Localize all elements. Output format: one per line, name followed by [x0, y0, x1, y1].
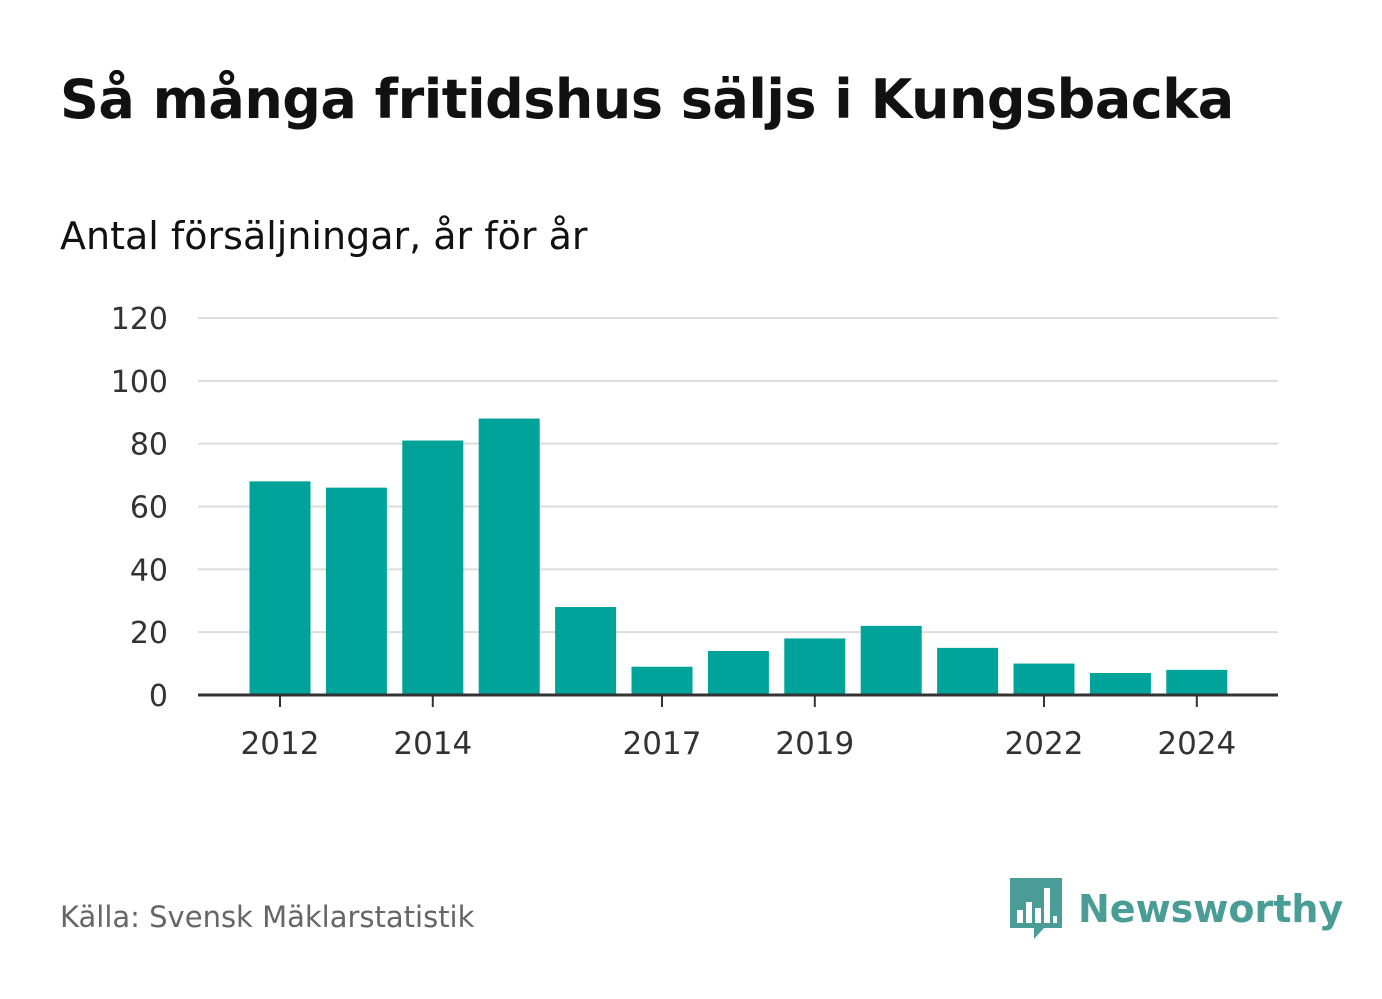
axes: 0 20 40 60 80 100 120 2012 2014 2017 2019 2022 2024	[111, 302, 1278, 762]
x-tick-label: 2014	[393, 726, 472, 762]
y-tick-label: 40	[130, 553, 168, 588]
source-note: Källa: Svensk Mäklarstatistik	[60, 900, 475, 934]
y-tick-label: 80	[130, 428, 168, 463]
y-tick-label: 20	[130, 616, 168, 651]
chart-title: Så många fritidshus säljs i Kungsbacka	[60, 68, 1234, 131]
bar-2013	[325, 487, 387, 695]
x-tick-label: 2012	[241, 726, 320, 762]
y-tick-label: 60	[130, 491, 168, 526]
x-tick-label: 2019	[775, 726, 854, 762]
bar-2019	[784, 638, 846, 695]
brand-name: Newsworthy	[1078, 887, 1344, 931]
bar-2016	[555, 607, 617, 695]
y-tick-label: 0	[149, 679, 168, 714]
y-tick-label: 100	[111, 365, 168, 400]
x-tick-label: 2022	[1005, 726, 1084, 762]
bar-2023	[1089, 673, 1151, 695]
bar-2012	[249, 481, 311, 695]
y-tick-label: 120	[111, 302, 168, 337]
brand-logo: Newsworthy	[1010, 878, 1343, 940]
bar-2022	[1013, 663, 1075, 695]
chart-subtitle: Antal försäljningar, år för år	[60, 214, 588, 258]
bar-2024	[1166, 669, 1228, 695]
bar-2018	[707, 651, 769, 695]
bar-2020	[860, 625, 922, 695]
bar-2015	[478, 418, 540, 695]
x-tick-label: 2024	[1157, 726, 1236, 762]
newsworthy-logo-icon	[1010, 878, 1062, 939]
bar-2014	[402, 440, 464, 695]
bar-2021	[937, 647, 999, 695]
bar-2017	[631, 666, 693, 695]
bars	[249, 418, 1228, 695]
x-tick-label: 2017	[623, 726, 702, 762]
